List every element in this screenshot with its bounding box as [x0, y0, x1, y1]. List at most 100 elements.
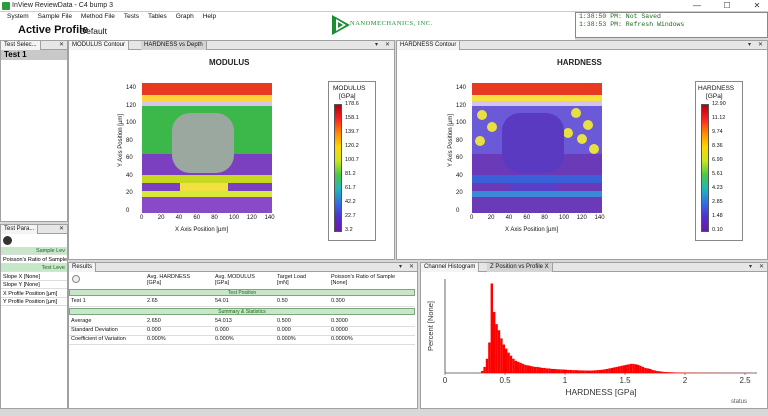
- column-header[interactable]: Target Load: [277, 274, 307, 280]
- close-icon[interactable]: ✕: [759, 264, 765, 270]
- tab-modulus-contour[interactable]: MODULUS Contour: [69, 41, 130, 50]
- results-panel: Results ▾ ✕ Avg. HARDNESS [GPa] Avg. MODUL…: [68, 262, 418, 409]
- chart-title: MODULUS: [209, 58, 250, 67]
- tab-results[interactable]: Results: [69, 263, 97, 272]
- histogram-bar: [545, 368, 549, 373]
- menu-tests[interactable]: Tests: [123, 13, 139, 20]
- histogram-bar: [497, 330, 501, 373]
- menu-tables[interactable]: Tables: [147, 13, 167, 20]
- histogram-bar: [629, 363, 633, 373]
- histogram-bar: [553, 368, 556, 373]
- menu-bar: System Sample File Method File Tests Tab…: [0, 12, 575, 22]
- histogram-bar: [665, 372, 669, 373]
- close-button[interactable]: ✕: [753, 1, 761, 10]
- close-icon[interactable]: ✕: [409, 264, 415, 270]
- histogram-bar: [557, 369, 561, 373]
- menu-method-file[interactable]: Method File: [80, 13, 115, 20]
- test-list-item[interactable]: Test 1: [1, 50, 67, 60]
- column-header[interactable]: Poisson's Ratio of Sample: [331, 274, 396, 280]
- wrench-icon[interactable]: [3, 236, 12, 245]
- param-row[interactable]: Y Profile Position [µm]: [1, 298, 67, 306]
- histogram-bar: [543, 367, 546, 373]
- menu-sample-file[interactable]: Sample File: [37, 13, 72, 20]
- y-tick-label: 100: [126, 120, 137, 126]
- hardness-contour-map[interactable]: [472, 83, 602, 213]
- menu-help[interactable]: Help: [202, 13, 217, 20]
- column-header-unit: [GPa]: [147, 280, 162, 286]
- histogram-bar: [639, 365, 642, 373]
- param-row[interactable]: Slope Y [None]: [1, 281, 67, 289]
- tab-hardness-vs-depth[interactable]: HARDNESS vs Depth: [141, 41, 207, 50]
- y-tick-label: 40: [456, 172, 463, 179]
- y-tick-label: 0: [126, 207, 130, 214]
- colorbar-legend: MODULUS [GPa] 178.6 158.1 139.7 120.2 100.7 8…: [328, 81, 376, 241]
- table-cell: 0.000%: [147, 336, 166, 342]
- test-parameters-pane: Test Para... ✕ Sample Lev Poisson's Ratio…: [0, 224, 68, 409]
- menu-system[interactable]: System: [7, 13, 29, 20]
- status-text: status: [731, 399, 748, 405]
- y-tick-label: 60: [456, 155, 463, 161]
- menu-graph[interactable]: Graph: [175, 13, 194, 20]
- param-row[interactable]: Poisson's Ratio of Sample: [1, 256, 67, 264]
- histogram-bar: [541, 367, 544, 373]
- pin-icon[interactable]: ▾: [749, 264, 753, 270]
- pin-icon[interactable]: ▾: [399, 264, 403, 270]
- modulus-contour-map[interactable]: [142, 83, 272, 213]
- pin-icon[interactable]: ▾: [375, 42, 379, 48]
- column-header[interactable]: Avg. HARDNESS: [147, 274, 190, 280]
- column-header-unit: [None]: [331, 280, 348, 286]
- colorbar-tick-label: 12.90: [712, 101, 726, 107]
- histogram-bar: [519, 362, 522, 373]
- tab-channel-histogram[interactable]: Channel Histogram: [421, 263, 480, 272]
- histogram-bar: [521, 363, 525, 373]
- y-tick-label: 120: [126, 102, 137, 109]
- company-logo: NANOMECHANICS, INC.: [328, 12, 448, 38]
- map-layer: [142, 95, 272, 101]
- logo-text: NANOMECHANICS, INC.: [350, 20, 433, 27]
- param-row[interactable]: X Profile Position [µm]: [1, 290, 67, 298]
- close-icon[interactable]: ✕: [385, 42, 391, 48]
- map-layer: [472, 191, 602, 197]
- histogram-bar: [574, 370, 577, 373]
- histogram-bar: [598, 369, 601, 373]
- histogram-bar: [483, 366, 486, 373]
- status-line: 1:38:53 PM: Refresh Windows: [579, 21, 685, 28]
- tab-test-selection[interactable]: Test Selec...: [1, 41, 41, 50]
- histogram-bar: [524, 364, 527, 373]
- close-icon[interactable]: ✕: [59, 42, 65, 48]
- colorbar-tick-label: 120.2: [345, 143, 359, 149]
- refresh-icon[interactable]: [72, 275, 80, 283]
- tab-hardness-contour[interactable]: HARDNESS Contour: [397, 41, 461, 50]
- param-group-header: Test Leve: [1, 264, 67, 272]
- table-cell: 54.013: [215, 318, 232, 324]
- pin-icon[interactable]: ▾: [748, 42, 752, 48]
- histogram-chart[interactable]: 0 0.5 1 1.5 2 2.5 HARDNESS [GPa] Percent [None]: [421, 273, 767, 401]
- histogram-bar: [581, 370, 585, 373]
- column-header[interactable]: Avg. MODULUS: [215, 274, 255, 280]
- close-icon[interactable]: ✕: [758, 42, 764, 48]
- table-cell: 0.000%: [277, 336, 296, 342]
- histogram-bar: [625, 364, 628, 373]
- param-row[interactable]: Slope X [None]: [1, 273, 67, 281]
- histogram-bar: [656, 370, 659, 373]
- histogram-bar: [677, 372, 681, 373]
- active-profile-value[interactable]: Default: [80, 26, 107, 36]
- column-header-unit: [GPa]: [215, 280, 230, 286]
- tab-test-parameters[interactable]: Test Para...: [1, 225, 39, 234]
- map-bump: [172, 113, 234, 173]
- tab-z-position-vs-profile-x[interactable]: Z Position vs Profile X: [487, 263, 553, 272]
- histogram-bar: [637, 364, 640, 373]
- table-cell: 0.500: [277, 318, 291, 324]
- close-icon[interactable]: ✕: [59, 226, 65, 232]
- histogram-bar: [485, 358, 489, 373]
- maximize-button[interactable]: ☐: [723, 1, 731, 10]
- x-tick-label: 80: [211, 215, 218, 221]
- colorbar-title: HARDNESS: [698, 85, 735, 92]
- x-tick-label: 0.5: [499, 376, 511, 385]
- histogram-bar: [538, 367, 541, 373]
- minimize-button[interactable]: —: [693, 1, 701, 10]
- map-layer: [472, 101, 602, 106]
- histogram-bar: [500, 338, 503, 373]
- histogram-bar: [673, 372, 676, 373]
- table-cell: 0.000: [277, 327, 291, 333]
